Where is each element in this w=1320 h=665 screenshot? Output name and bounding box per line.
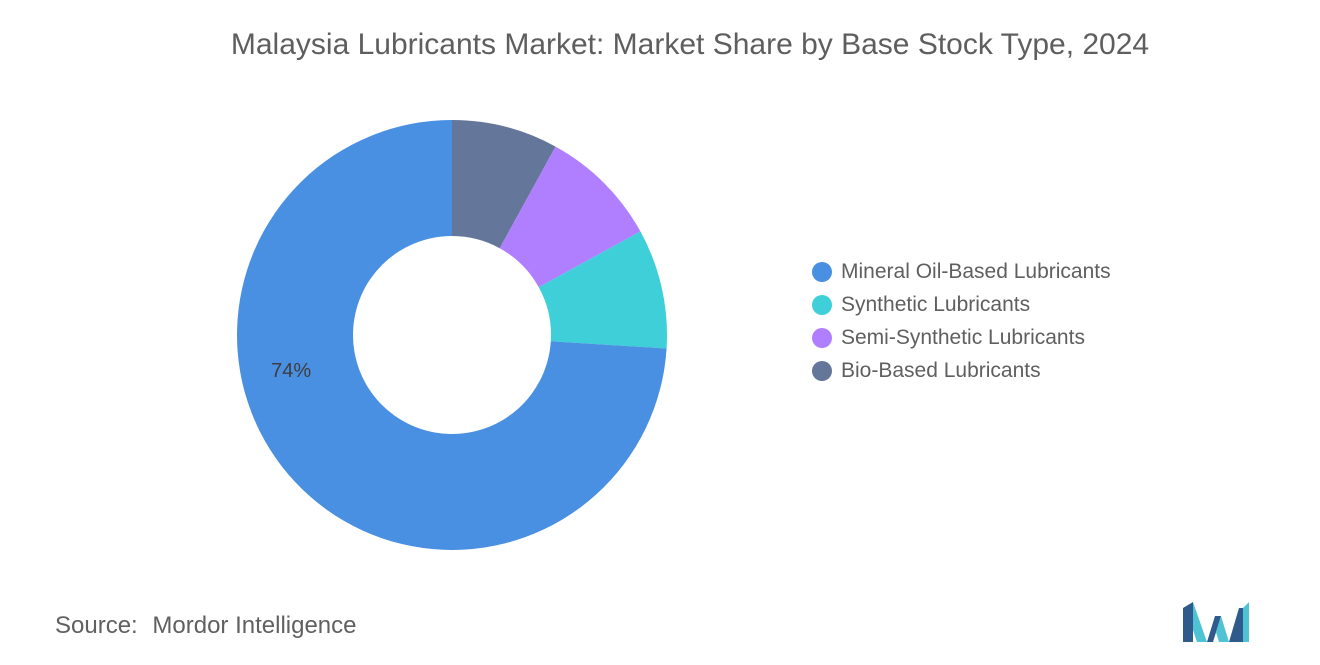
source-prefix: Source: <box>55 612 138 639</box>
source-note: Source: Mordor Intelligence <box>55 612 357 640</box>
legend-item: Mineral Oil-Based Lubricants <box>812 255 1111 288</box>
legend-item: Semi-Synthetic Lubricants <box>812 321 1111 354</box>
chart-legend: Mineral Oil-Based Lubricants Synthetic Lu… <box>812 255 1111 387</box>
legend-label: Bio-Based Lubricants <box>841 358 1041 382</box>
legend-label: Mineral Oil-Based Lubricants <box>841 259 1111 283</box>
source-name: Mordor Intelligence <box>152 612 357 639</box>
legend-swatch <box>812 294 832 315</box>
legend-label: Synthetic Lubricants <box>841 292 1031 316</box>
chart-title: Malaysia Lubricants Market: Market Share… <box>230 28 1150 61</box>
slice-semi-synthetic-lubricants <box>499 146 641 288</box>
legend-swatch <box>812 327 832 348</box>
legend-label: Semi-Synthetic Lubricants <box>841 325 1085 349</box>
slice-label: 74% <box>271 360 311 382</box>
donut-slices <box>236 120 667 550</box>
slice-bio-based-lubricants <box>452 120 556 249</box>
slice-labels: 74% <box>271 360 311 382</box>
legend-item: Bio-Based Lubricants <box>812 354 1111 387</box>
slice-synthetic-lubricants <box>538 231 667 349</box>
legend-swatch <box>812 261 832 282</box>
mordor-intelligence-logo-icon <box>1183 602 1253 647</box>
legend-item: Synthetic Lubricants <box>812 288 1111 321</box>
slice-mineral-oil-based-lubricants <box>236 120 667 550</box>
legend-swatch <box>812 360 832 381</box>
